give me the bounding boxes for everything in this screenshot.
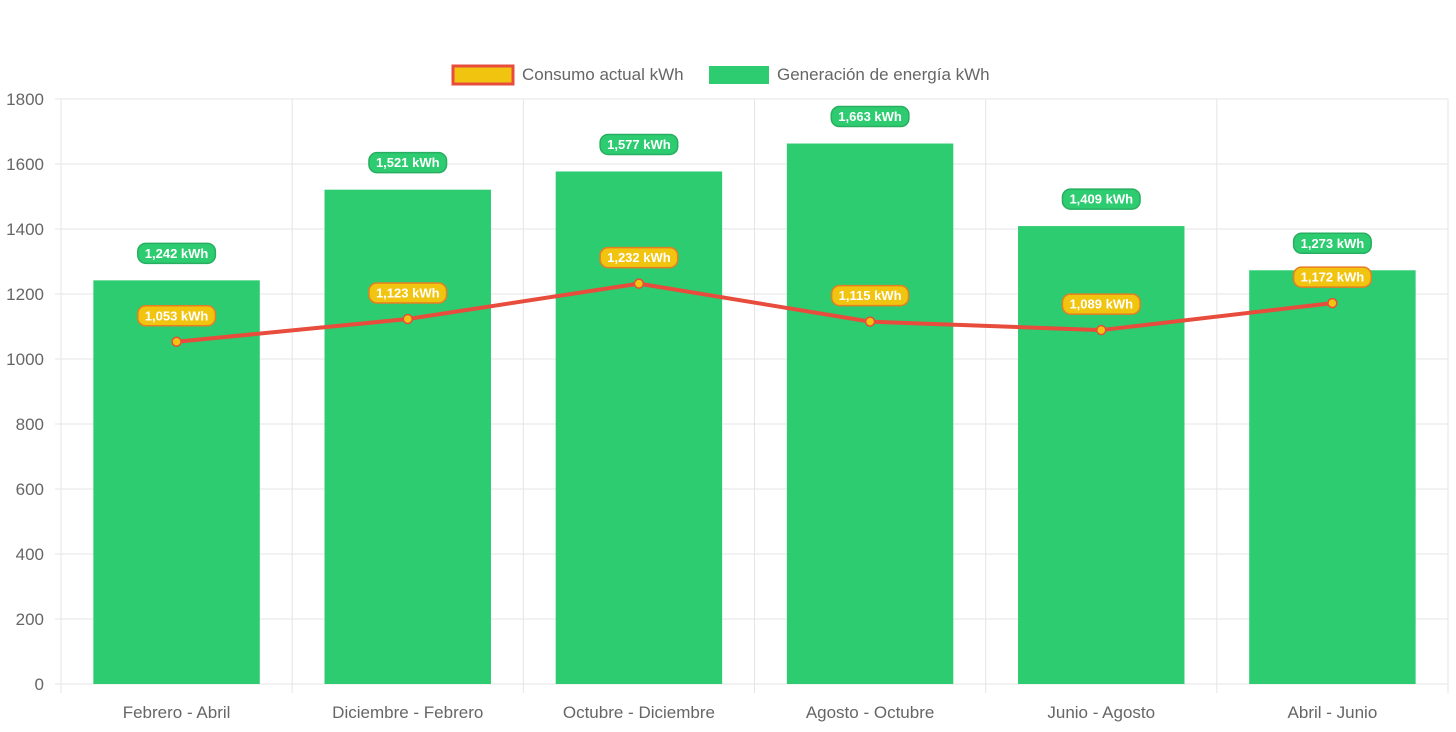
consumption-data-label-box xyxy=(1292,266,1372,288)
consumption-data-label: 1,123 kWh xyxy=(368,282,448,304)
y-tick-label: 800 xyxy=(16,415,44,434)
x-tick-label: Febrero - Abril xyxy=(123,703,231,722)
x-tick-label: Octubre - Diciembre xyxy=(563,703,715,722)
legend-item-generation[interactable]: Generación de energía kWh xyxy=(709,65,990,84)
line-layer xyxy=(171,278,1338,348)
legend-swatch-consumption xyxy=(451,64,515,86)
generation-data-label-box xyxy=(368,151,448,174)
grid-layer: 0 200 400 600 800 1000 1200 1400 1600 1800 Febrero… xyxy=(6,90,1449,722)
generation-data-label-box xyxy=(137,242,217,265)
generation-data-label-box xyxy=(830,105,910,128)
consumption-data-label-text: 1,089 kWh xyxy=(1069,297,1133,312)
legend-label-generation: Generación de energía kWh xyxy=(777,65,990,84)
generation-data-label-text: 1,409 kWh xyxy=(1069,192,1133,207)
consumption-line xyxy=(174,281,1335,344)
consumption-point xyxy=(402,313,413,325)
generation-data-label: 1,242 kWh xyxy=(137,242,217,265)
consumption-point xyxy=(864,316,876,327)
y-tick-label: 1600 xyxy=(6,155,44,174)
generation-data-label-text: 1,521 kWh xyxy=(376,155,440,170)
y-tick-label: 400 xyxy=(16,545,44,564)
generation-data-label: 1,577 kWh xyxy=(599,133,679,156)
consumption-data-label: 1,053 kWh xyxy=(137,305,217,327)
generation-data-label: 1,273 kWh xyxy=(1292,232,1372,255)
generation-data-label: 1,663 kWh xyxy=(830,105,910,128)
consumption-data-label: 1,172 kWh xyxy=(1292,266,1372,288)
labels-layer: 1,242 kWh 1,521 kWh 1,577 kWh 1,663 kWh 1,40… xyxy=(137,105,1372,327)
legend: Consumo actual kWh Generación de energía… xyxy=(451,64,990,86)
consumption-data-label-box xyxy=(137,305,217,327)
consumption-data-label: 1,089 kWh xyxy=(1061,293,1141,315)
y-tick-label: 1000 xyxy=(6,350,44,369)
y-tick-label: 1400 xyxy=(6,220,44,239)
bar-generation xyxy=(786,143,954,684)
consumption-point xyxy=(633,278,645,289)
consumption-point xyxy=(171,336,182,348)
generation-data-label: 1,409 kWh xyxy=(1061,188,1141,210)
generation-data-label-text: 1,577 kWh xyxy=(607,137,671,152)
consumption-data-label: 1,115 kWh xyxy=(830,284,910,307)
x-tick-label: Junio - Agosto xyxy=(1047,703,1155,722)
legend-label-consumption: Consumo actual kWh xyxy=(522,65,684,84)
generation-data-label-text: 1,663 kWh xyxy=(838,109,902,124)
consumption-point xyxy=(1096,324,1107,336)
consumption-data-label-box xyxy=(368,282,448,304)
generation-data-label-box xyxy=(1061,188,1141,210)
consumption-data-label-text: 1,172 kWh xyxy=(1301,270,1365,285)
bar-generation xyxy=(324,189,491,685)
consumption-data-label-box xyxy=(830,284,910,307)
generation-data-label: 1,521 kWh xyxy=(368,151,448,174)
y-tick-label: 0 xyxy=(35,675,44,694)
consumption-data-label-text: 1,053 kWh xyxy=(145,308,209,323)
x-tick-label: Abril - Junio xyxy=(1288,703,1378,722)
generation-data-label-text: 1,273 kWh xyxy=(1301,236,1365,251)
consumption-data-label-text: 1,232 kWh xyxy=(607,250,671,265)
consumption-data-label-box xyxy=(1061,293,1141,315)
consumption-data-label: 1,232 kWh xyxy=(599,246,679,269)
generation-data-label-box xyxy=(599,133,679,156)
x-tick-label: Diciembre - Febrero xyxy=(332,703,483,722)
legend-item-consumption[interactable]: Consumo actual kWh xyxy=(451,64,684,86)
generation-data-label-box xyxy=(1292,232,1372,255)
y-tick-label: 1800 xyxy=(6,90,44,109)
y-tick-label: 200 xyxy=(16,610,44,629)
bar-generation xyxy=(1249,270,1416,684)
consumption-data-label-box xyxy=(599,246,679,269)
x-tick-label: Agosto - Octubre xyxy=(806,703,935,722)
bar-generation xyxy=(93,280,260,684)
consumption-data-label-text: 1,123 kWh xyxy=(376,286,440,301)
legend-swatch-generation xyxy=(709,66,769,84)
consumption-point xyxy=(1327,297,1338,309)
y-tick-label: 600 xyxy=(16,480,44,499)
generation-data-label-text: 1,242 kWh xyxy=(145,246,209,261)
y-tick-label: 1200 xyxy=(6,285,44,304)
consumption-data-label-text: 1,115 kWh xyxy=(839,288,902,303)
